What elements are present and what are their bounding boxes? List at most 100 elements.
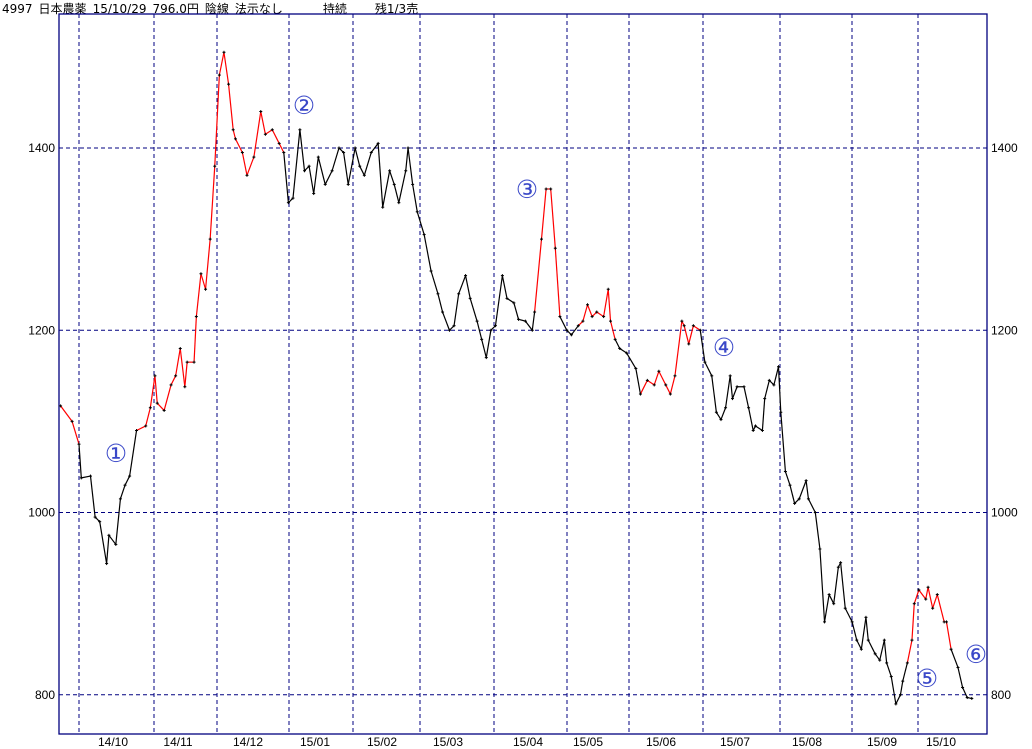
price-segment xyxy=(554,248,561,317)
price-point-marker xyxy=(98,520,102,524)
price-point-marker xyxy=(346,182,350,186)
price-point-marker xyxy=(369,151,373,155)
price-segment xyxy=(945,621,952,650)
price-point-marker xyxy=(480,337,484,341)
price-point-marker xyxy=(337,146,341,150)
price-point-marker xyxy=(500,274,504,278)
price-segment xyxy=(540,188,547,240)
price-point-marker xyxy=(302,169,306,173)
price-segment xyxy=(354,147,361,167)
price-point-marker xyxy=(836,565,840,569)
price-segment xyxy=(115,498,122,545)
price-point-marker xyxy=(312,192,316,196)
price-segment xyxy=(441,311,451,331)
price-segment xyxy=(119,484,126,500)
price-point-marker xyxy=(905,661,909,665)
price-point-marker xyxy=(804,479,808,483)
plot-frame xyxy=(58,13,988,735)
price-point-marker xyxy=(763,397,767,401)
annotation-marker-5: ⑤ xyxy=(916,664,938,693)
price-segment xyxy=(490,325,496,331)
price-point-marker xyxy=(772,383,776,387)
price-point-marker xyxy=(657,369,661,373)
price-segment xyxy=(932,594,938,609)
price-segment xyxy=(292,129,301,199)
price-point-marker xyxy=(505,296,509,300)
x-tick-label: 14/10 xyxy=(98,735,128,749)
price-segment xyxy=(299,129,306,171)
price-segment xyxy=(683,325,690,345)
price-point-marker xyxy=(949,647,953,651)
price-segment xyxy=(234,138,243,153)
price-segment xyxy=(879,639,885,661)
price-point-marker xyxy=(475,319,479,323)
price-point-marker xyxy=(687,342,691,346)
price-point-marker xyxy=(680,319,684,323)
price-segment xyxy=(338,147,345,153)
price-point-marker xyxy=(843,606,847,610)
price-segment xyxy=(784,471,791,486)
price-segment xyxy=(313,157,319,194)
price-point-marker xyxy=(558,315,562,319)
price-segment xyxy=(635,368,642,395)
price-segment xyxy=(200,273,207,290)
price-segment xyxy=(619,347,627,354)
price-point-marker xyxy=(931,606,935,610)
price-point-marker xyxy=(441,310,445,314)
price-point-marker xyxy=(703,360,707,364)
price-segment xyxy=(156,402,165,411)
price-point-marker xyxy=(128,474,132,478)
price-segment xyxy=(789,485,796,504)
price-segment xyxy=(582,304,589,322)
price-point-marker xyxy=(553,246,557,250)
price-segment xyxy=(566,329,572,336)
price-point-marker xyxy=(710,374,714,378)
price-segment xyxy=(163,384,172,411)
price-segment xyxy=(819,548,826,622)
stock-code: 4997 xyxy=(2,2,33,16)
price-segment xyxy=(609,320,616,340)
price-segment xyxy=(214,75,220,167)
price-point-marker xyxy=(208,237,212,241)
price-segment xyxy=(814,512,821,550)
price-point-marker xyxy=(298,128,302,132)
price-point-marker xyxy=(673,374,677,378)
y-tick-label-left: 1400 xyxy=(28,141,55,155)
price-segment xyxy=(902,662,908,682)
price-point-marker xyxy=(194,315,198,319)
disclosure-status: 法示なし xyxy=(234,2,283,16)
price-point-marker xyxy=(698,328,702,332)
price-segment xyxy=(241,152,248,176)
price-segment xyxy=(227,84,234,130)
remaining-position: 残1/3売 xyxy=(374,2,419,16)
price-segment xyxy=(278,143,285,153)
price-segment xyxy=(550,188,556,249)
x-tick-label: 15/01 xyxy=(300,735,330,749)
price-point-marker xyxy=(162,408,166,412)
price-point-marker xyxy=(213,164,217,168)
price-point-marker xyxy=(277,141,281,145)
price-point-marker xyxy=(397,201,401,205)
price-point-marker xyxy=(565,328,569,332)
price-point-marker xyxy=(873,652,877,656)
price-segment xyxy=(359,165,365,176)
price-point-marker xyxy=(714,410,718,414)
price-segment xyxy=(377,143,384,208)
price-segment xyxy=(962,687,968,698)
price-point-marker xyxy=(917,588,921,592)
price-segment xyxy=(874,653,881,661)
price-point-marker xyxy=(728,374,732,378)
price-segment xyxy=(494,275,503,326)
candle-type: 陰線 xyxy=(204,2,229,16)
price-segment xyxy=(559,316,568,331)
price-segment xyxy=(531,311,536,331)
price-segment xyxy=(911,603,915,641)
price-segment xyxy=(950,649,959,668)
price-point-marker xyxy=(645,378,649,382)
price-point-marker xyxy=(924,597,928,601)
position-status: 持続 xyxy=(322,2,347,16)
price-segment xyxy=(768,379,775,386)
x-tick-label: 15/03 xyxy=(433,735,463,749)
price-segment xyxy=(223,52,230,85)
